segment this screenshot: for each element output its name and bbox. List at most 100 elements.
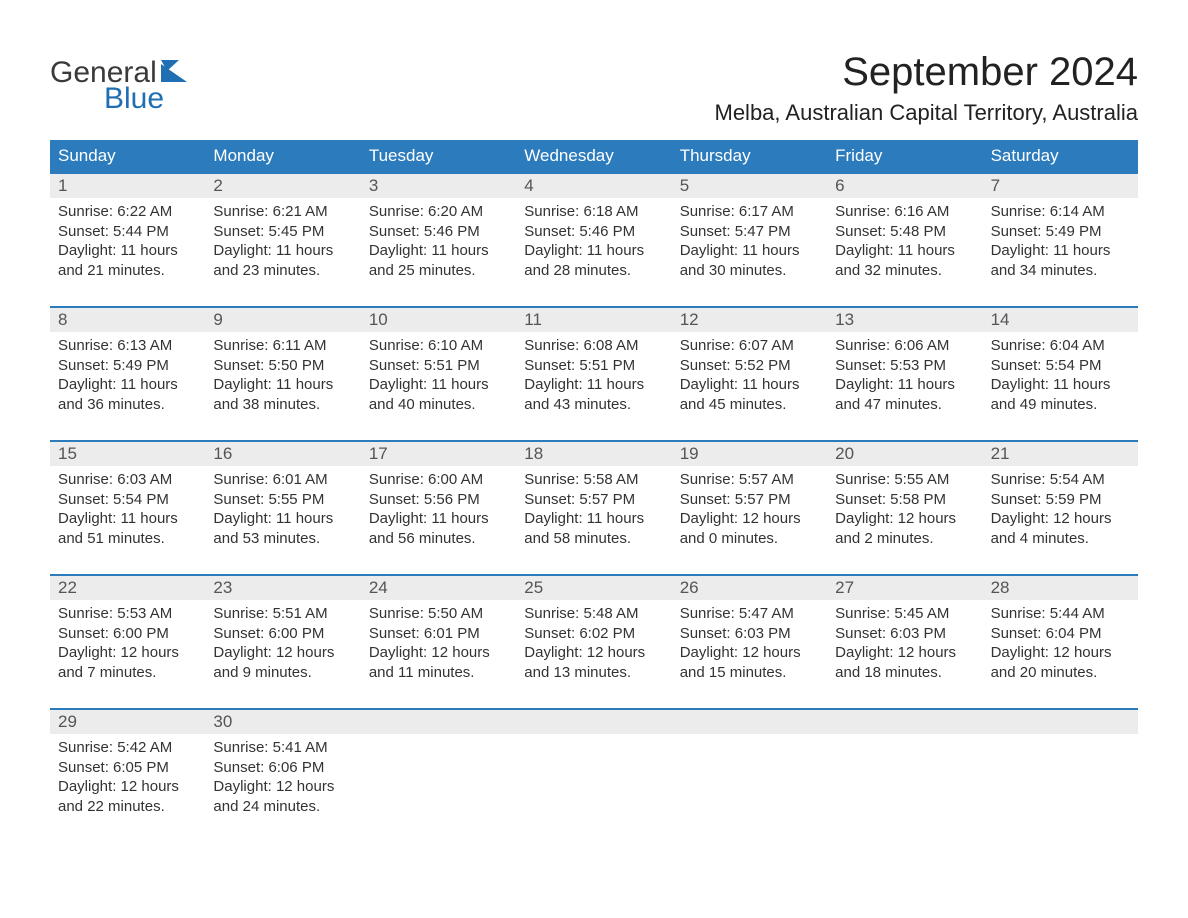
day-cell: Sunrise: 6:01 AMSunset: 5:55 PMDaylight:… — [205, 466, 360, 556]
weekday-sunday: Sunday — [50, 140, 205, 172]
daylight-text-line2: and 45 minutes. — [680, 395, 819, 415]
daynum-cell — [983, 710, 1138, 734]
daylight-text-line2: and 9 minutes. — [213, 663, 352, 683]
day-cell: Sunrise: 6:07 AMSunset: 5:52 PMDaylight:… — [672, 332, 827, 422]
daylight-text-line1: Daylight: 11 hours — [213, 375, 352, 395]
daynum-cell: 10 — [361, 308, 516, 332]
daylight-text-line1: Daylight: 11 hours — [369, 375, 508, 395]
daylight-text-line1: Daylight: 11 hours — [58, 375, 197, 395]
day-cell: Sunrise: 6:21 AMSunset: 5:45 PMDaylight:… — [205, 198, 360, 288]
daylight-text-line1: Daylight: 11 hours — [835, 375, 974, 395]
daynum-cell: 18 — [516, 442, 671, 466]
sunset-text: Sunset: 5:53 PM — [835, 356, 974, 376]
daylight-text-line2: and 58 minutes. — [524, 529, 663, 549]
day-cell: Sunrise: 5:58 AMSunset: 5:57 PMDaylight:… — [516, 466, 671, 556]
sunrise-text: Sunrise: 5:57 AM — [680, 470, 819, 490]
sunset-text: Sunset: 5:56 PM — [369, 490, 508, 510]
daylight-text-line2: and 22 minutes. — [58, 797, 197, 817]
title-block: September 2024 Melba, Australian Capital… — [715, 50, 1139, 126]
sunrise-text: Sunrise: 6:03 AM — [58, 470, 197, 490]
week-row: 15161718192021Sunrise: 6:03 AMSunset: 5:… — [50, 440, 1138, 556]
day-cell: Sunrise: 5:54 AMSunset: 5:59 PMDaylight:… — [983, 466, 1138, 556]
daylight-text-line2: and 0 minutes. — [680, 529, 819, 549]
daynum-cell: 7 — [983, 174, 1138, 198]
sunset-text: Sunset: 5:54 PM — [991, 356, 1130, 376]
daylight-text-line2: and 18 minutes. — [835, 663, 974, 683]
daylight-text-line1: Daylight: 11 hours — [680, 241, 819, 261]
day-cell: Sunrise: 5:47 AMSunset: 6:03 PMDaylight:… — [672, 600, 827, 690]
daynum-cell: 16 — [205, 442, 360, 466]
daylight-text-line2: and 13 minutes. — [524, 663, 663, 683]
sunset-text: Sunset: 6:03 PM — [680, 624, 819, 644]
page: General Blue September 2024 Melba, Austr… — [0, 0, 1188, 864]
daynum-cell: 11 — [516, 308, 671, 332]
day-cell — [827, 734, 982, 824]
daylight-text-line1: Daylight: 11 hours — [58, 241, 197, 261]
daylight-text-line1: Daylight: 11 hours — [213, 241, 352, 261]
sunrise-text: Sunrise: 6:08 AM — [524, 336, 663, 356]
week-row: 1234567Sunrise: 6:22 AMSunset: 5:44 PMDa… — [50, 172, 1138, 288]
day-cell: Sunrise: 5:41 AMSunset: 6:06 PMDaylight:… — [205, 734, 360, 824]
sunrise-text: Sunrise: 5:50 AM — [369, 604, 508, 624]
calendar: Sunday Monday Tuesday Wednesday Thursday… — [50, 140, 1138, 824]
daynum-cell — [516, 710, 671, 734]
daylight-text-line1: Daylight: 12 hours — [369, 643, 508, 663]
daynum-row: 2930 — [50, 710, 1138, 734]
day-cell: Sunrise: 6:00 AMSunset: 5:56 PMDaylight:… — [361, 466, 516, 556]
daylight-text-line2: and 2 minutes. — [835, 529, 974, 549]
sunset-text: Sunset: 6:04 PM — [991, 624, 1130, 644]
sunset-text: Sunset: 6:01 PM — [369, 624, 508, 644]
location: Melba, Australian Capital Territory, Aus… — [715, 100, 1139, 126]
daynum-cell: 27 — [827, 576, 982, 600]
sunrise-text: Sunrise: 5:48 AM — [524, 604, 663, 624]
sunset-text: Sunset: 5:48 PM — [835, 222, 974, 242]
weekday-monday: Monday — [205, 140, 360, 172]
daylight-text-line2: and 36 minutes. — [58, 395, 197, 415]
daylight-text-line1: Daylight: 12 hours — [991, 643, 1130, 663]
sunrise-text: Sunrise: 5:47 AM — [680, 604, 819, 624]
sunrise-text: Sunrise: 6:07 AM — [680, 336, 819, 356]
daylight-text-line2: and 40 minutes. — [369, 395, 508, 415]
daylight-text-line1: Daylight: 11 hours — [524, 509, 663, 529]
week-row: 22232425262728Sunrise: 5:53 AMSunset: 6:… — [50, 574, 1138, 690]
day-cell: Sunrise: 5:55 AMSunset: 5:58 PMDaylight:… — [827, 466, 982, 556]
weekday-friday: Friday — [827, 140, 982, 172]
day-cell: Sunrise: 6:22 AMSunset: 5:44 PMDaylight:… — [50, 198, 205, 288]
logo: General Blue — [50, 58, 191, 114]
daylight-text-line1: Daylight: 12 hours — [991, 509, 1130, 529]
daylight-text-line2: and 21 minutes. — [58, 261, 197, 281]
sunset-text: Sunset: 6:02 PM — [524, 624, 663, 644]
sunrise-text: Sunrise: 6:11 AM — [213, 336, 352, 356]
sunrise-text: Sunrise: 6:04 AM — [991, 336, 1130, 356]
sunrise-text: Sunrise: 6:22 AM — [58, 202, 197, 222]
daylight-text-line2: and 38 minutes. — [213, 395, 352, 415]
daynum-cell: 17 — [361, 442, 516, 466]
daylight-text-line1: Daylight: 11 hours — [58, 509, 197, 529]
sunset-text: Sunset: 6:03 PM — [835, 624, 974, 644]
daylight-text-line2: and 34 minutes. — [991, 261, 1130, 281]
day-cell: Sunrise: 6:04 AMSunset: 5:54 PMDaylight:… — [983, 332, 1138, 422]
sunset-text: Sunset: 5:54 PM — [58, 490, 197, 510]
day-cell: Sunrise: 6:08 AMSunset: 5:51 PMDaylight:… — [516, 332, 671, 422]
daynum-cell: 22 — [50, 576, 205, 600]
sunrise-text: Sunrise: 5:45 AM — [835, 604, 974, 624]
daynum-cell: 5 — [672, 174, 827, 198]
daylight-text-line2: and 43 minutes. — [524, 395, 663, 415]
day-cell: Sunrise: 5:50 AMSunset: 6:01 PMDaylight:… — [361, 600, 516, 690]
day-cell: Sunrise: 6:06 AMSunset: 5:53 PMDaylight:… — [827, 332, 982, 422]
daynum-row: 1234567 — [50, 174, 1138, 198]
daylight-text-line2: and 23 minutes. — [213, 261, 352, 281]
daynum-cell: 2 — [205, 174, 360, 198]
daynum-cell: 9 — [205, 308, 360, 332]
day-cell: Sunrise: 5:53 AMSunset: 6:00 PMDaylight:… — [50, 600, 205, 690]
daylight-text-line1: Daylight: 11 hours — [991, 241, 1130, 261]
sunrise-text: Sunrise: 6:13 AM — [58, 336, 197, 356]
sunrise-text: Sunrise: 6:06 AM — [835, 336, 974, 356]
day-cell: Sunrise: 5:44 AMSunset: 6:04 PMDaylight:… — [983, 600, 1138, 690]
sunset-text: Sunset: 5:57 PM — [680, 490, 819, 510]
daylight-text-line2: and 20 minutes. — [991, 663, 1130, 683]
daylight-text-line2: and 51 minutes. — [58, 529, 197, 549]
weekday-wednesday: Wednesday — [516, 140, 671, 172]
logo-word2: Blue — [104, 84, 164, 114]
logo-flag-icon — [161, 58, 191, 88]
